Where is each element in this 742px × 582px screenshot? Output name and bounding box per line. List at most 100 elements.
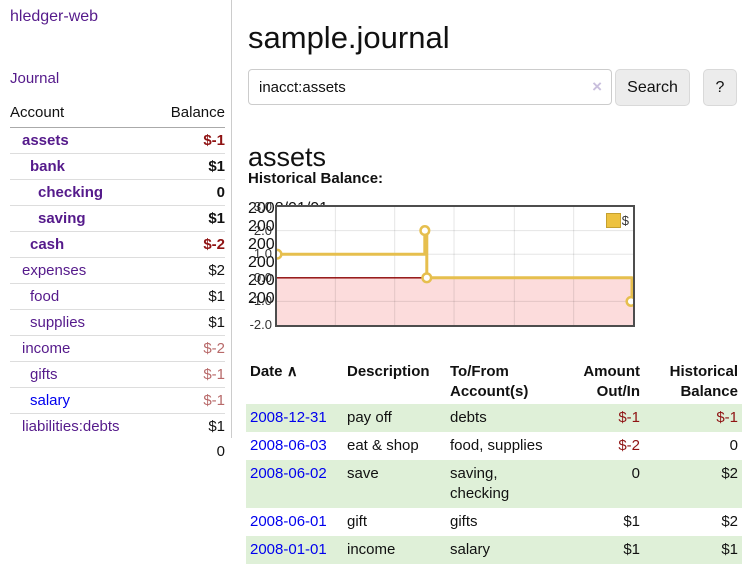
transaction-accounts-cell: salary bbox=[450, 541, 491, 558]
legend-label: $ bbox=[621, 213, 629, 228]
account-balance: $2 bbox=[153, 257, 225, 284]
transaction-description-cell: income bbox=[347, 541, 396, 558]
transaction-balance-cell: $2 bbox=[721, 513, 738, 530]
account-row: supplies $1 bbox=[10, 309, 225, 336]
brand-link[interactable]: hledger-web bbox=[10, 8, 99, 25]
y-axis-tick-label: 0.0 bbox=[253, 269, 272, 285]
transaction-amount-cell: $1 bbox=[623, 513, 640, 530]
transaction-date-link[interactable]: 2008-12-31 bbox=[250, 409, 327, 426]
transaction-date-cell: 2008-06-02 bbox=[246, 460, 343, 508]
search-input[interactable] bbox=[248, 69, 612, 105]
accounts-header-balance: Balance bbox=[153, 100, 225, 128]
account-row: salary $-1 bbox=[10, 387, 225, 414]
transaction-amount-cell: $-1 bbox=[618, 409, 640, 426]
clear-search-icon[interactable]: × bbox=[592, 77, 602, 96]
y-axis-tick-label: 2.0 bbox=[253, 222, 272, 238]
account-link[interactable]: gifts bbox=[30, 366, 58, 383]
transaction-description-cell: pay off bbox=[347, 409, 392, 426]
transaction-balance-cell: $1 bbox=[721, 541, 738, 558]
account-link[interactable]: food bbox=[30, 288, 60, 305]
account-link[interactable]: saving bbox=[38, 210, 86, 227]
transaction-accounts-cell: gifts bbox=[450, 513, 478, 530]
transaction-description-cell: eat & shop bbox=[347, 437, 419, 454]
account-heading: assets bbox=[248, 142, 327, 173]
account-row: bank $1 bbox=[10, 153, 225, 180]
account-balance: $-2 bbox=[153, 335, 225, 362]
account-row: income $-2 bbox=[10, 335, 225, 362]
transaction-date-cell: 2008-06-03 bbox=[246, 432, 343, 460]
account-link[interactable]: bank bbox=[30, 158, 66, 175]
account-balance: 0 bbox=[153, 179, 225, 206]
transaction-description-cell: save bbox=[347, 465, 379, 482]
account-link[interactable]: cash bbox=[30, 236, 65, 253]
transaction-date-cell: 2008-01-01 bbox=[246, 536, 343, 564]
account-row: food $1 bbox=[10, 283, 225, 310]
account-row: cash $-2 bbox=[10, 231, 225, 258]
account-row: gifts $-1 bbox=[10, 361, 225, 388]
y-axis-tick-label: -2.0 bbox=[249, 317, 272, 332]
account-balance: $1 bbox=[153, 309, 225, 336]
help-button[interactable]: ? bbox=[703, 69, 737, 106]
register-header-date-label: Date bbox=[250, 363, 283, 380]
chart-plot-area: $ bbox=[271, 205, 637, 327]
chart-legend: $ bbox=[605, 213, 629, 228]
accounts-header-account: Account bbox=[10, 100, 154, 128]
transaction-row: 2008-12-31 pay off debts $-1 $-1 bbox=[246, 404, 742, 432]
account-balance: $1 bbox=[153, 283, 225, 310]
spacer bbox=[10, 439, 154, 464]
register-header-amount: Amount Out/In bbox=[583, 363, 640, 400]
register-header-date[interactable]: Date ∧ bbox=[246, 360, 343, 404]
y-axis-tick-label: -1.0 bbox=[249, 293, 272, 309]
sort-ascending-icon: ∧ bbox=[286, 363, 298, 380]
account-link[interactable]: income bbox=[22, 340, 71, 357]
transaction-balance-cell: 0 bbox=[729, 437, 738, 454]
transaction-date-link[interactable]: 2008-06-03 bbox=[250, 437, 327, 454]
transaction-balance-cell: $-1 bbox=[716, 409, 738, 426]
transaction-date-link[interactable]: 2008-01-01 bbox=[250, 541, 327, 558]
transaction-row: 2008-06-03 eat & shop food, supplies $-2 0 bbox=[246, 432, 742, 460]
account-link[interactable]: assets bbox=[22, 132, 69, 149]
transaction-accounts-cell: debts bbox=[450, 409, 487, 426]
nav-journal-link[interactable]: Journal bbox=[10, 70, 60, 87]
search-button[interactable]: Search bbox=[615, 69, 690, 106]
transaction-accounts-cell: saving, checking bbox=[450, 465, 510, 502]
transaction-date-cell: 2008-06-01 bbox=[246, 508, 343, 536]
account-link[interactable]: checking bbox=[38, 184, 104, 201]
transaction-date-link[interactable]: 2008-06-02 bbox=[250, 465, 327, 482]
transaction-balance-cell: $2 bbox=[721, 465, 738, 482]
y-axis-tick-label: 1.0 bbox=[253, 246, 272, 262]
transaction-amount-cell: $-2 bbox=[618, 437, 640, 454]
account-row: expenses $2 bbox=[10, 257, 225, 284]
accounts-table: Account Balance assets $-1 bank $1 checking 0… bbox=[10, 100, 225, 464]
transaction-description-cell: gift bbox=[347, 513, 368, 530]
account-link[interactable]: liabilities:debts bbox=[22, 418, 120, 435]
register-header-accounts: To/From Account(s) bbox=[450, 363, 529, 400]
accounts-total-row: 0 bbox=[10, 439, 225, 464]
account-balance: $1 bbox=[153, 205, 225, 232]
accounts-total-value: 0 bbox=[216, 443, 225, 460]
transaction-row: 2008-01-01 income salary $1 $1 bbox=[246, 536, 742, 564]
account-balance: $-2 bbox=[153, 231, 225, 258]
account-link[interactable]: expenses bbox=[22, 262, 87, 279]
transaction-amount-cell: $1 bbox=[623, 541, 640, 558]
chart-canvas bbox=[271, 207, 637, 325]
account-balance: $-1 bbox=[203, 132, 225, 149]
account-link[interactable]: supplies bbox=[30, 314, 86, 331]
search-box: × bbox=[248, 69, 612, 105]
account-row: checking 0 bbox=[10, 179, 225, 206]
register-table: Date ∧ Description To/From Account(s) Am… bbox=[246, 360, 742, 564]
account-row: liabilities:debts $1 bbox=[10, 413, 225, 439]
chart-section-label: Historical Balance: bbox=[248, 170, 384, 187]
transaction-row: 2008-06-01 gift gifts $1 $2 bbox=[246, 508, 742, 536]
account-balance: $-1 bbox=[153, 387, 225, 414]
account-link[interactable]: salary bbox=[30, 392, 71, 409]
transaction-row: 2008-06-02 save saving, checking 0 $2 bbox=[246, 460, 742, 508]
sidebar: hledger-web Journal Account Balance asse… bbox=[0, 0, 232, 460]
transaction-date-link[interactable]: 2008-06-01 bbox=[250, 513, 327, 530]
account-balance: $1 bbox=[153, 153, 225, 180]
legend-swatch-icon bbox=[605, 213, 621, 228]
transaction-accounts-cell: food, supplies bbox=[450, 437, 543, 454]
historical-balance-chart: 3.02.01.00.0-1.0-2.0 $ 2008/01/012008/03… bbox=[248, 199, 742, 352]
register-header-balance: Historical Balance bbox=[669, 363, 738, 400]
account-row: saving $1 bbox=[10, 205, 225, 232]
